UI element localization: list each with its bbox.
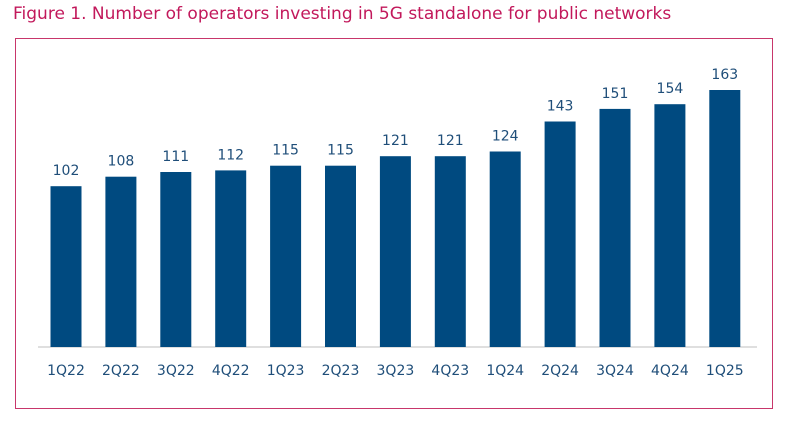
bar-2Q24: [544, 121, 576, 347]
category-label-4Q23: 4Q23: [431, 363, 469, 379]
category-label-4Q22: 4Q22: [212, 363, 250, 379]
category-label-1Q24: 1Q24: [486, 363, 524, 379]
chart-frame: [15, 38, 773, 409]
value-label-1Q24: 124: [492, 129, 519, 145]
bar-3Q24: [599, 108, 631, 348]
value-label-1Q25: 163: [711, 67, 738, 83]
bar-4Q23: [434, 156, 466, 347]
value-label-4Q23: 121: [437, 133, 464, 149]
bar-4Q22: [215, 170, 247, 347]
value-labels-group: 102 108 111 112 115 115 121 121 124 143 151 154 163: [53, 67, 739, 179]
bar-4Q24: [654, 104, 686, 347]
value-label-3Q23: 121: [382, 133, 409, 149]
value-label-3Q22: 111: [162, 149, 189, 165]
bars-group: [50, 90, 741, 348]
value-label-4Q22: 112: [217, 147, 244, 163]
value-label-2Q24: 143: [547, 99, 574, 115]
category-label-3Q24: 3Q24: [596, 363, 634, 379]
bar-1Q24: [489, 151, 521, 347]
bar-2Q22: [105, 176, 137, 347]
category-label-2Q22: 2Q22: [102, 363, 140, 379]
value-label-2Q22: 108: [108, 154, 135, 170]
bar-1Q23: [270, 165, 302, 347]
value-label-3Q24: 151: [602, 86, 629, 102]
bar-1Q25: [709, 90, 741, 347]
category-label-4Q24: 4Q24: [651, 363, 689, 379]
category-labels-group: 1Q22 2Q22 3Q22 4Q22 1Q23 2Q23 3Q23 4Q23 1Q24 2Q24…: [47, 363, 744, 379]
value-label-2Q23: 115: [327, 143, 354, 159]
value-label-1Q23: 115: [272, 143, 299, 159]
category-label-1Q23: 1Q23: [267, 363, 305, 379]
category-label-3Q23: 3Q23: [377, 363, 415, 379]
figure-title: Figure 1. Number of operators investing …: [13, 4, 672, 24]
category-label-3Q22: 3Q22: [157, 363, 195, 379]
category-label-2Q24: 2Q24: [541, 363, 579, 379]
bar-2Q23: [325, 165, 356, 347]
bar-3Q22: [160, 172, 192, 347]
value-label-4Q24: 154: [657, 81, 684, 97]
category-label-2Q23: 2Q23: [322, 363, 360, 379]
bar-1Q22: [50, 186, 82, 347]
value-label-1Q22: 102: [53, 163, 80, 179]
category-label-1Q22: 1Q22: [47, 363, 85, 379]
bar-3Q23: [379, 156, 411, 347]
category-label-1Q25: 1Q25: [706, 363, 744, 379]
